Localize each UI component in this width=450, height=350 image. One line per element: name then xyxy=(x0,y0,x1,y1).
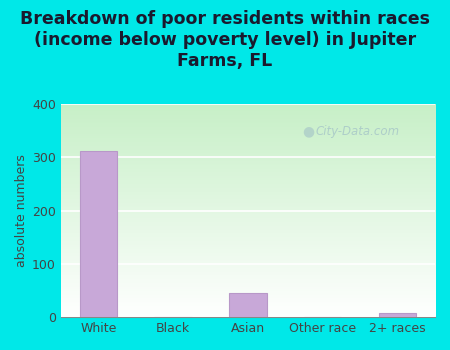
Bar xyxy=(379,313,416,317)
Y-axis label: absolute numbers: absolute numbers xyxy=(15,154,28,267)
Bar xyxy=(80,152,117,317)
Text: City-Data.com: City-Data.com xyxy=(315,125,400,138)
Text: ●: ● xyxy=(302,124,314,138)
Bar xyxy=(229,293,267,317)
Text: Breakdown of poor residents within races
(income below poverty level) in Jupiter: Breakdown of poor residents within races… xyxy=(20,10,430,70)
